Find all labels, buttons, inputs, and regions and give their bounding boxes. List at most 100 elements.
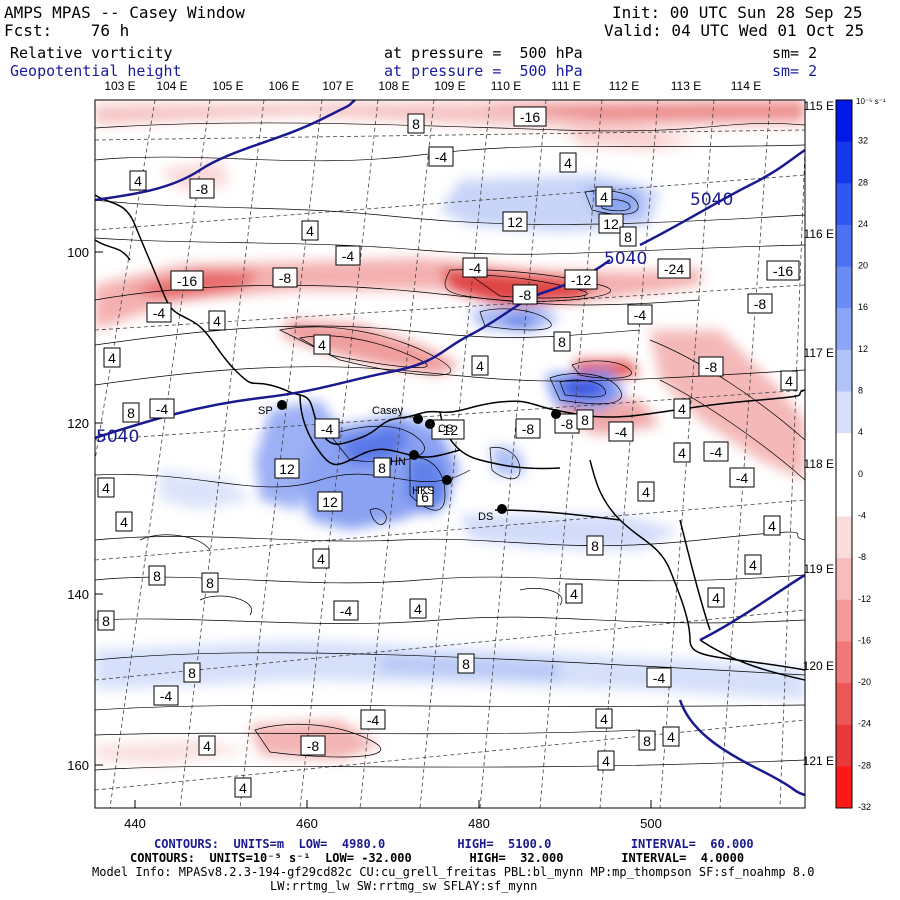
- contour-label: 8: [201, 572, 219, 593]
- contour-label: 8: [457, 653, 475, 674]
- geopotential-height-contours: [95, 100, 805, 797]
- contour-label-text: -8: [754, 296, 767, 312]
- contour-label: -4: [703, 441, 729, 462]
- contour-label-text: -4: [634, 307, 647, 323]
- colorbar-block: [836, 100, 852, 143]
- contour-label-text: -12: [438, 422, 458, 438]
- contour-label: -8: [747, 293, 773, 314]
- colorbar-block: [836, 183, 852, 226]
- contour-label: 6: [416, 486, 434, 507]
- colorbar-tick-label: -28: [858, 760, 871, 770]
- station-marker: [551, 409, 561, 419]
- contour-label: 8: [407, 113, 425, 134]
- contour-label-text: 4: [667, 729, 675, 745]
- field1-smoothing: sm= 2: [772, 44, 818, 62]
- latlon-grid: [95, 100, 805, 808]
- contour-label-text: 4: [213, 313, 221, 329]
- contour-label: -24: [657, 258, 691, 279]
- contour-label-text: 8: [206, 575, 214, 591]
- contour-label-text: 4: [239, 780, 247, 796]
- lat-label: 121 E: [803, 754, 834, 768]
- contour-label-text: -8: [561, 416, 574, 432]
- contour-label: -4: [153, 685, 179, 706]
- y-axis-labels: 100 120 140 160: [67, 245, 89, 773]
- contour-label-text: 8: [412, 116, 420, 132]
- colorbar-block: [836, 349, 852, 393]
- valid-time: Valid: 04 UTC Wed 01 Oct 25: [604, 21, 865, 40]
- contour-label: -4: [149, 398, 175, 419]
- contour-label-text: 8: [624, 229, 632, 245]
- contour-label: 4: [673, 398, 691, 419]
- station-ds-label: DS: [478, 511, 493, 523]
- contour-label: 4: [471, 355, 489, 376]
- contour-label: 4: [595, 708, 613, 729]
- colorbar-block: [836, 474, 852, 517]
- contour-label-text: -8: [307, 738, 320, 754]
- contour-label: -16: [513, 106, 547, 127]
- axis-ticks: [95, 251, 652, 808]
- height-label: 5040: [604, 249, 647, 269]
- contour-label: -8: [272, 267, 298, 288]
- stations: SP Casey CS HN HKS DS: [258, 400, 561, 523]
- contour-label-text: 4: [414, 601, 422, 617]
- y-label: 120: [67, 416, 89, 431]
- contour-label-text: 4: [785, 373, 793, 389]
- lat-label: 120 E: [803, 659, 834, 673]
- contour-label: -4: [333, 600, 359, 621]
- contour-label: -4: [335, 245, 361, 266]
- colorbar-border: [835, 99, 853, 809]
- contour-label-text: -4: [342, 248, 355, 264]
- contour-label-text: 4: [600, 711, 608, 727]
- station-hn-marker: [409, 450, 419, 460]
- right-lat-labels: 115 E 116 E 117 E 118 E 119 E 120 E 121 …: [803, 99, 834, 768]
- field2-smoothing: sm= 2: [772, 62, 818, 80]
- contour-label-text: -4: [340, 603, 353, 619]
- colorbar-tick-label: -8: [858, 552, 866, 562]
- contour-label-text: -16: [177, 273, 197, 289]
- height-label: 5040: [96, 427, 139, 447]
- lon-label: 114 E: [731, 79, 761, 93]
- contour-label: -4: [627, 304, 653, 325]
- x-label: 500: [640, 816, 662, 831]
- contour-label: 4: [234, 777, 252, 798]
- contour-label-text: -24: [664, 261, 684, 277]
- contour-label-text: -4: [321, 421, 334, 437]
- contour-label-text: 4: [678, 445, 686, 461]
- contour-label: 4: [637, 481, 655, 502]
- contour-label-text: -8: [519, 287, 532, 303]
- colorbar-tick-label: 8: [858, 386, 863, 396]
- colorbar-block: [836, 683, 852, 726]
- contour-label: 8: [97, 610, 115, 631]
- contour-label: 4: [129, 170, 147, 191]
- contour-label: 4: [673, 442, 691, 463]
- map-title: AMPS MPAS -- Casey Window: [4, 3, 245, 22]
- lon-label: 112 E: [609, 79, 639, 93]
- contour-label: 8: [576, 409, 594, 430]
- contour-label-text: -8: [279, 270, 292, 286]
- colorbar-tick-label: 20: [858, 261, 868, 271]
- lat-label: 116 E: [804, 227, 834, 241]
- contour-label: -8: [698, 356, 724, 377]
- contour-label-text: 8: [462, 656, 470, 672]
- contour-label-text: 4: [600, 189, 608, 205]
- contour-label-text: 4: [317, 551, 325, 567]
- colorbar-block: [836, 266, 852, 309]
- contour-label: 4: [597, 750, 615, 771]
- lon-label: 108 E: [378, 79, 409, 93]
- station-hks-label: HKS: [412, 485, 435, 497]
- contour-label: 8: [148, 565, 166, 586]
- colorbar-block: [836, 641, 852, 684]
- contour-label: 4: [744, 554, 762, 575]
- contour-label-text: 4: [678, 401, 686, 417]
- station-sp-label: SP: [258, 405, 273, 417]
- contour-label: 8: [122, 402, 140, 423]
- x-label: 440: [124, 816, 146, 831]
- colorbar-tick-label: -12: [858, 594, 871, 604]
- contour-label-text: 4: [108, 350, 116, 366]
- contour-label: 4: [103, 347, 121, 368]
- field1-name: Relative vorticity: [10, 44, 173, 62]
- contour-label: 8: [619, 226, 637, 247]
- contour-label: 4: [198, 735, 216, 756]
- contour-label-text: 4: [318, 337, 326, 353]
